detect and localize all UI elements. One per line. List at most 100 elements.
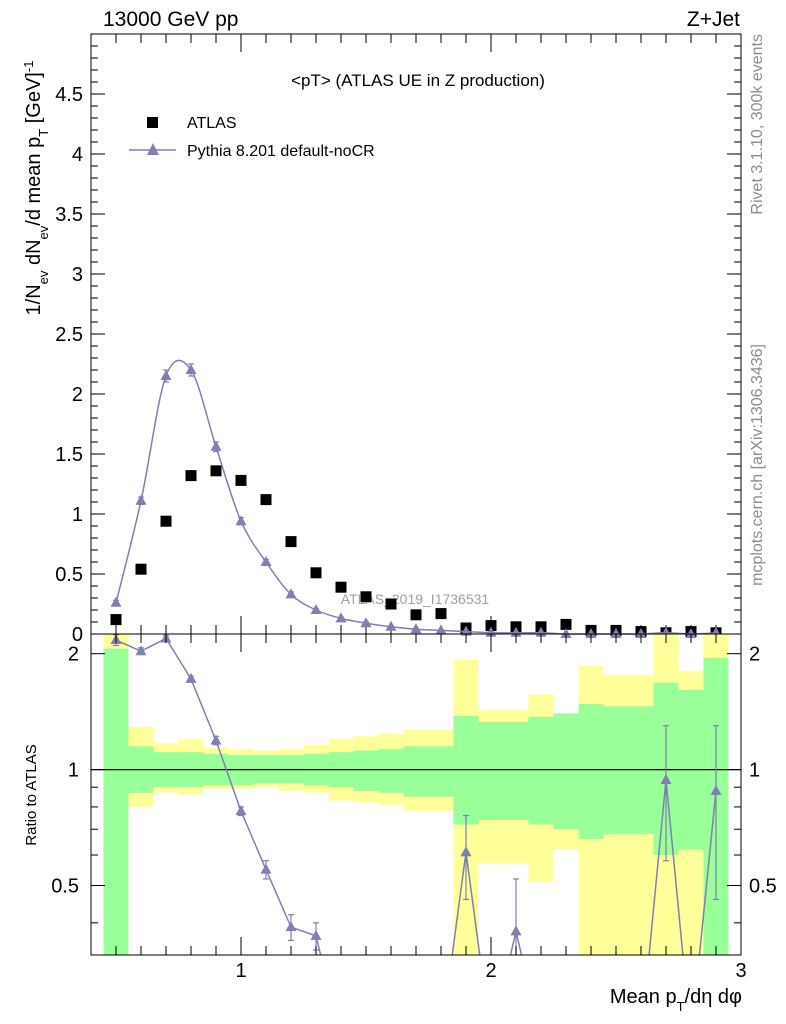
atlas-point: [385, 598, 397, 610]
pythia-point: [335, 612, 347, 623]
ratio-band-stat: [353, 750, 379, 791]
main-y-tick-labels: 0 0.5 1 1.5 2 2.5 3 3.5 4 4.5: [55, 84, 83, 646]
atlas-point: [160, 515, 172, 527]
pythia-point: [135, 494, 147, 505]
header-left: 13000 GeV pp: [103, 8, 238, 31]
pythia-point: [260, 556, 272, 566]
ratio-pythia-point: [260, 863, 272, 874]
ratio-frame: [90, 633, 742, 956]
pythia-point: [385, 620, 397, 631]
atlas-point: [185, 470, 197, 482]
ratio-y-tick-label-right: 0.5: [749, 876, 777, 898]
main-y-tick-label: 3.5: [55, 204, 83, 226]
pythia-point: [410, 623, 422, 634]
ratio-pythia-point: [285, 921, 297, 932]
main-y-tick-label: 4.5: [55, 84, 83, 106]
atlas-point: [335, 581, 347, 593]
ratio-band-stat: [478, 721, 504, 820]
plot-title: <pT> (ATLAS UE in Z production): [291, 71, 545, 90]
atlas-point: [310, 567, 322, 579]
pythia-point: [285, 588, 297, 599]
ratio-pythia-point: [235, 805, 247, 816]
ratio-band-stat: [578, 704, 604, 840]
atlas-point: [110, 614, 122, 626]
main-y-tick-label: 1: [72, 504, 83, 526]
pythia-point: [210, 440, 222, 451]
ratio-y-tick-label-left: 0.5: [51, 876, 79, 898]
ratio-pythia-point: [510, 925, 522, 936]
main-y-tick-label: 2.5: [55, 324, 83, 346]
ratio-bands: [103, 634, 729, 955]
x-tick-label: 2: [485, 960, 496, 982]
x-axis-label: Mean pT/dη dφ: [610, 986, 742, 1014]
ratio-pythia-point: [135, 645, 147, 656]
ratio-band-stat: [528, 716, 554, 825]
atlas-point: [285, 536, 297, 548]
atlas-point: [410, 609, 422, 621]
side-text-bottom: mcplots.cern.ch [arXiv:1306.3436]: [749, 344, 766, 586]
ratio-band-stat: [103, 648, 129, 955]
ratio-band-stat: [503, 721, 529, 820]
ratio-y-tick-labels: 0.5 0.5 1 1 2 2: [51, 644, 777, 898]
pythia-point: [610, 628, 622, 638]
pythia-point: [435, 624, 447, 635]
legend-pythia-marker: [147, 143, 159, 155]
ratio-y-tick-label-left: 2: [68, 644, 79, 666]
ratio-pythia-point: [185, 672, 197, 683]
ratio-pythia-point: [310, 929, 322, 940]
x-tick-labels: 1 2 3: [235, 960, 746, 982]
legend-pythia-label: Pythia 8.201 default-noCR: [187, 143, 375, 160]
pythia-point: [560, 628, 572, 638]
ratio-band-stat: [403, 746, 429, 797]
ratio-pythia-point: [460, 846, 472, 857]
ratio-y-axis-label: Ratio to ATLAS: [23, 744, 40, 845]
pythia-point: [110, 596, 122, 607]
analysis-label: ATLAS_2019_I1736531: [341, 591, 490, 607]
ratio-pythia-point: [710, 784, 722, 795]
main-y-tick-label: 3: [72, 264, 83, 286]
legend-atlas-label: ATLAS: [187, 115, 237, 132]
ratio-panel: 0.5 0.5 1 1 2 2 1 2 3 Ratio to ATLAS Mean pT/dη…: [23, 633, 777, 1014]
ratio-band-stat: [553, 713, 579, 830]
pythia-point: [635, 628, 647, 638]
pythia-point: [310, 604, 322, 614]
ratio-pythia-point: [210, 734, 222, 745]
ratio-y-tick-label-right: 1: [749, 760, 760, 782]
ratio-band-stat: [228, 755, 254, 786]
main-y-tick-label: 0.5: [55, 564, 83, 586]
atlas-point: [435, 608, 447, 620]
legend-atlas-marker: [147, 117, 158, 128]
ratio-band-stat: [603, 706, 629, 835]
main-y-tick-label: 0: [72, 624, 83, 646]
atlas-point: [235, 474, 247, 486]
atlas-point: [135, 563, 147, 575]
legend: ATLAS Pythia 8.201 default-noCR: [129, 115, 375, 160]
header-right: Z+Jet: [687, 8, 740, 31]
ratio-band-stat: [428, 746, 454, 797]
atlas-point: [260, 494, 272, 506]
x-tick-label: 3: [735, 960, 746, 982]
ratio-y-tick-label-right: 2: [749, 644, 760, 666]
atlas-point: [560, 618, 572, 630]
atlas-point: [360, 591, 372, 603]
pythia-point: [585, 628, 597, 638]
ratio-band-stat: [628, 706, 654, 835]
pythia-point: [235, 515, 247, 526]
pythia-point: [185, 364, 197, 374]
main-panel: 0 0.5 1 1.5 2 2.5 3 3.5 4 4.5 ATLAS_2019_I1736531…: [21, 33, 742, 646]
main-y-tick-label: 4: [72, 144, 83, 166]
atlas-point: [210, 465, 222, 477]
ratio-y-tick-label-left: 1: [68, 760, 79, 782]
main-y-tick-label: 2: [72, 384, 83, 406]
ratio-series: [110, 634, 722, 955]
atlas-point: [485, 620, 497, 632]
ratio-band-stat: [378, 749, 404, 793]
main-y-tick-label: 1.5: [55, 444, 83, 466]
main-y-axis-label: 1/Nev dNev/d mean pT [GeV]-1: [21, 61, 51, 316]
x-tick-label: 1: [235, 960, 246, 982]
ratio-pythia-point: [660, 773, 672, 784]
pythia-point: [685, 628, 697, 638]
pythia-point: [460, 625, 472, 636]
side-text-top: Rivet 3.1.10, 300k events: [749, 34, 766, 215]
